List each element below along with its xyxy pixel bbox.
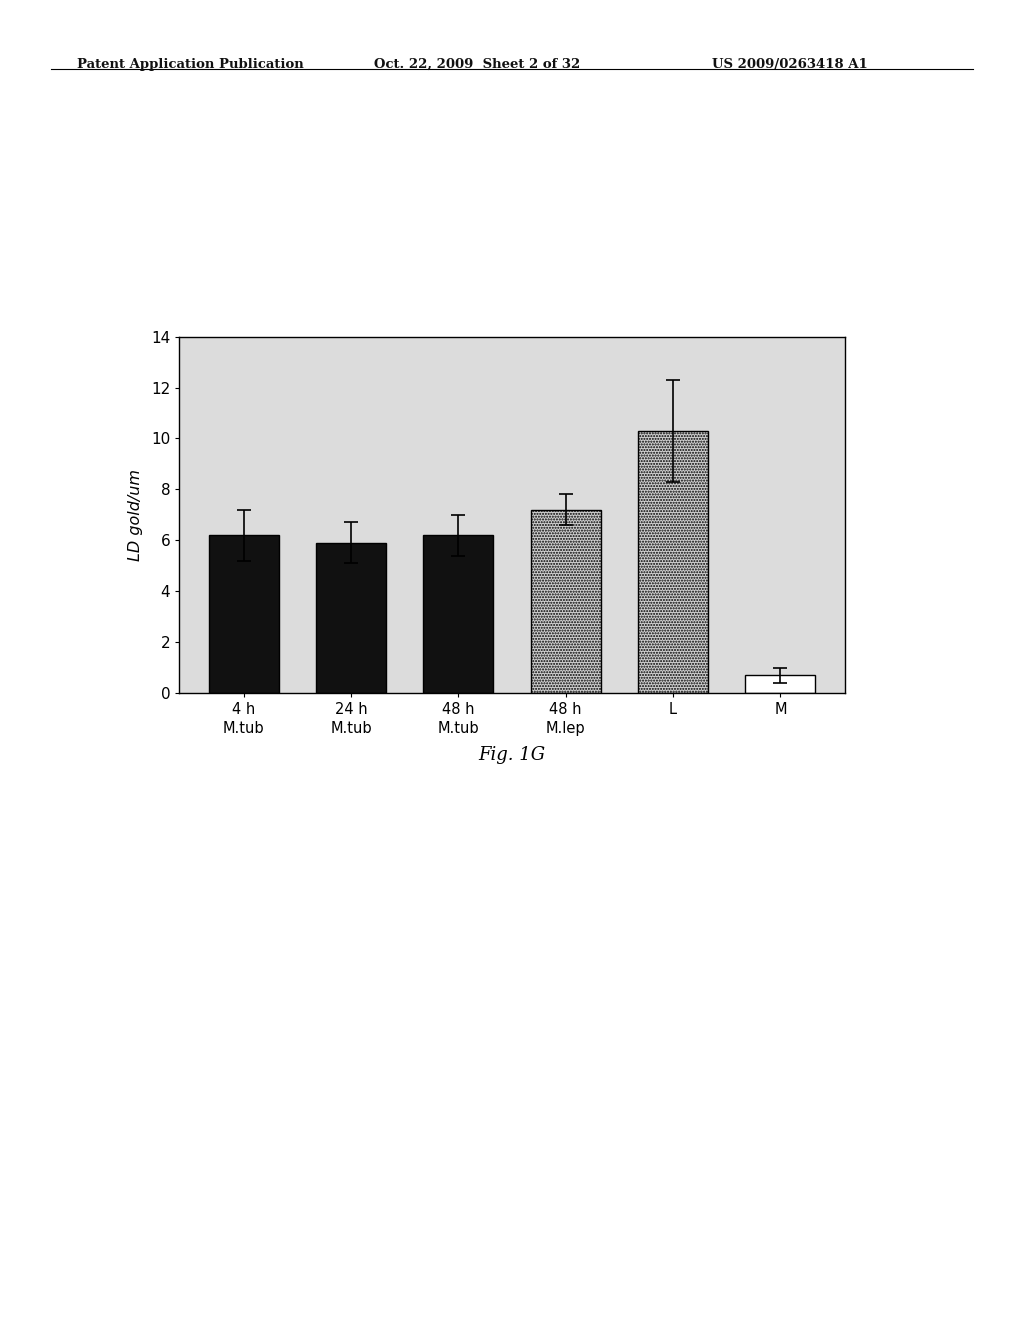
Text: US 2009/0263418 A1: US 2009/0263418 A1 <box>712 58 867 71</box>
Bar <box>530 510 600 693</box>
Y-axis label: LD gold/um: LD gold/um <box>128 469 142 561</box>
Bar <box>638 430 708 693</box>
Bar <box>209 535 279 693</box>
Text: Patent Application Publication: Patent Application Publication <box>77 58 303 71</box>
Text: Fig. 1G: Fig. 1G <box>478 746 546 764</box>
Bar <box>424 535 494 693</box>
Text: Oct. 22, 2009  Sheet 2 of 32: Oct. 22, 2009 Sheet 2 of 32 <box>374 58 580 71</box>
Bar <box>745 675 815 693</box>
Bar <box>316 543 386 693</box>
